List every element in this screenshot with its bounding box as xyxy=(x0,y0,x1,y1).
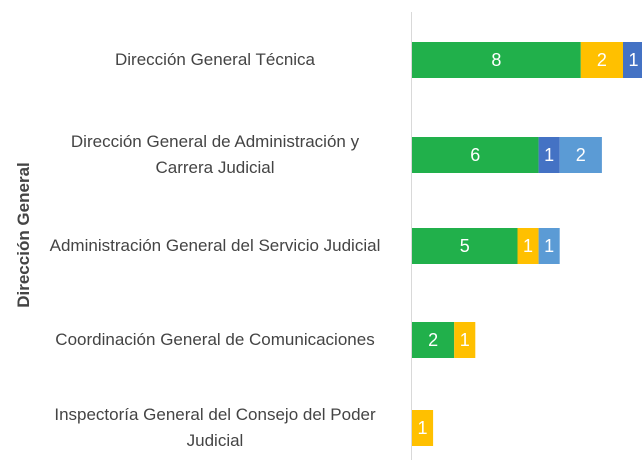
data-label: 1 xyxy=(418,418,428,438)
bar xyxy=(623,42,642,78)
y-tick-label: Coordinación General de Comunicaciones xyxy=(55,330,375,349)
data-label: 1 xyxy=(544,236,554,256)
bar xyxy=(538,137,560,173)
data-label: 2 xyxy=(597,50,607,70)
data-label: 1 xyxy=(544,145,554,165)
bar xyxy=(412,322,455,358)
data-label: 2 xyxy=(428,330,438,350)
bar xyxy=(580,42,623,78)
data-label: 1 xyxy=(629,50,639,70)
bar xyxy=(412,228,518,264)
data-label: 8 xyxy=(491,50,501,70)
bar xyxy=(538,228,560,264)
y-tick-label: Administración General del Servicio Judi… xyxy=(49,236,381,255)
bar xyxy=(412,410,434,446)
bar xyxy=(559,137,602,173)
data-label: 5 xyxy=(460,236,470,256)
data-label: 6 xyxy=(470,145,480,165)
y-tick-label: Dirección General de Administración y Ca… xyxy=(70,132,360,177)
y-tick-label: Dirección General Técnica xyxy=(115,50,315,69)
data-label: 2 xyxy=(576,145,586,165)
bar xyxy=(454,322,476,358)
bar xyxy=(412,137,539,173)
y-tick-label: Inspectoría General del Consejo del Pode… xyxy=(54,405,376,450)
data-label: 1 xyxy=(460,330,470,350)
bar xyxy=(517,228,539,264)
data-label: 1 xyxy=(523,236,533,256)
bar xyxy=(412,42,581,78)
